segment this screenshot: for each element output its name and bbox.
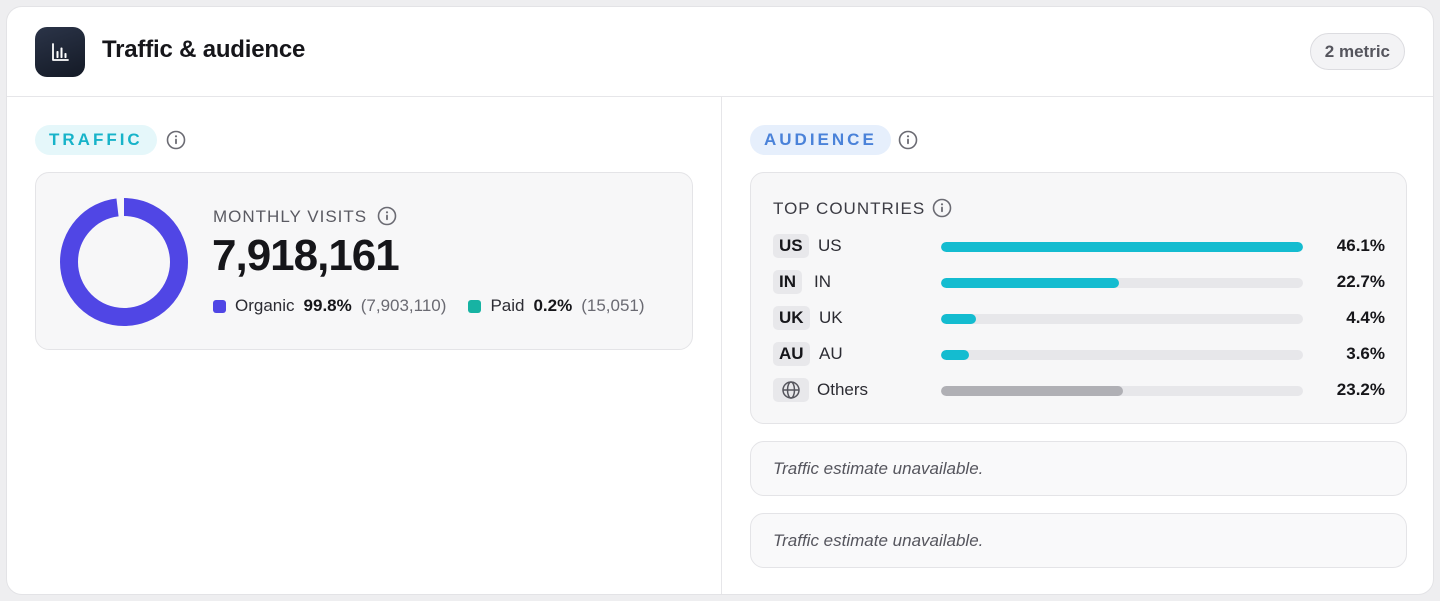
country-bar-track <box>941 350 1303 360</box>
monthly-visits-info-icon[interactable] <box>377 206 397 226</box>
top-countries-label: TOP COUNTRIES <box>773 199 926 218</box>
country-name: UK <box>819 308 843 327</box>
country-percent: 23.2% <box>1336 380 1385 399</box>
organic-count: (7,903,110) <box>360 296 447 315</box>
paid-label: Paid <box>490 296 525 315</box>
country-bar-fill <box>941 350 970 360</box>
country-row-in: IN IN 22.7% <box>773 270 1385 296</box>
country-percent: 46.1% <box>1336 236 1385 255</box>
audience-info-icon[interactable] <box>898 130 918 150</box>
monthly-visits-value: 7,918,161 <box>212 231 400 280</box>
traffic-section-label: TRAFFIC <box>35 125 157 155</box>
traffic-info-icon[interactable] <box>166 130 186 150</box>
bar-chart-icon <box>35 27 85 77</box>
traffic-estimate-note: Traffic estimate unavailable. <box>750 513 1407 568</box>
traffic-estimate-note: Traffic estimate unavailable. <box>750 441 1407 496</box>
country-code-badge: UK <box>773 306 810 330</box>
country-code-badge: US <box>773 234 809 258</box>
country-percent: 4.4% <box>1346 308 1385 327</box>
country-bar-track <box>941 278 1303 288</box>
globe-icon <box>773 378 809 402</box>
country-row-au: AU AU 3.6% <box>773 342 1385 368</box>
donut-organic-segment <box>60 198 188 326</box>
top-countries-info-icon[interactable] <box>932 198 952 218</box>
paid-percent: 0.2% <box>533 296 573 315</box>
paid-count: (15,051) <box>581 296 645 315</box>
organic-label: Organic <box>235 296 295 315</box>
country-row-others: Others 23.2% <box>773 378 1385 404</box>
traffic-donut-chart <box>60 198 188 326</box>
country-bar-track <box>941 314 1303 324</box>
paid-swatch <box>468 299 482 313</box>
top-countries-panel: TOP COUNTRIES US US 46.1% IN IN 22.7% UK… <box>750 172 1407 424</box>
country-bar-track <box>941 242 1303 252</box>
country-name: Others <box>817 380 869 399</box>
card-header: Traffic & audience 2 metric <box>7 7 1433 97</box>
country-percent: 3.6% <box>1346 344 1385 363</box>
country-bar-fill <box>941 386 1124 396</box>
organic-percent: 99.8% <box>303 296 352 315</box>
country-percent: 22.7% <box>1336 272 1385 291</box>
country-code-badge: AU <box>773 342 810 366</box>
organic-swatch <box>213 299 226 313</box>
country-bar-fill <box>941 278 1120 288</box>
country-name: US <box>818 236 842 255</box>
monthly-visits-label: MONTHLY VISITS <box>213 207 368 226</box>
country-name: AU <box>819 344 843 363</box>
country-name: IN <box>814 272 831 291</box>
audience-section-label: AUDIENCE <box>750 125 891 155</box>
card-title: Traffic & audience <box>102 36 306 63</box>
metric-count-badge: 2 metric <box>1309 33 1405 70</box>
country-bar-fill <box>941 314 976 324</box>
country-row-us: US US 46.1% <box>773 234 1385 260</box>
country-row-uk: UK UK 4.4% <box>773 306 1385 332</box>
country-bar-track <box>941 386 1303 396</box>
country-code-badge: IN <box>773 270 802 294</box>
column-divider <box>721 97 722 594</box>
country-bar-fill <box>941 242 1303 252</box>
traffic-audience-card: Traffic & audience 2 metric TRAFFIC MONT… <box>6 6 1434 595</box>
traffic-legend: Organic 99.8% (7,903,110) Paid 0.2% (15,… <box>213 296 645 316</box>
monthly-visits-panel: MONTHLY VISITS 7,918,161 Organic 99.8% (… <box>35 172 693 350</box>
